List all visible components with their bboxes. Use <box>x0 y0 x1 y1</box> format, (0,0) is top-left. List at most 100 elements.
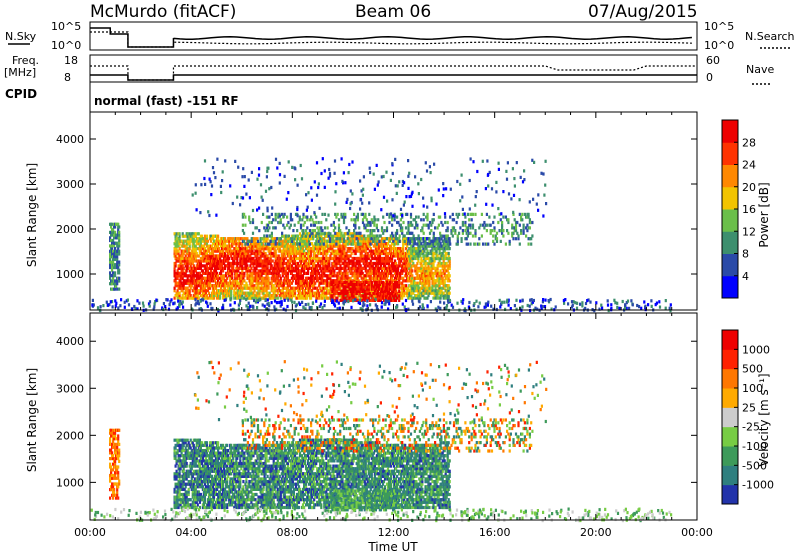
noise-search-label: N.Search <box>745 30 795 43</box>
echo-cell <box>449 257 451 260</box>
cpid-panel: CPID normal (fast) -151 RF <box>5 82 239 112</box>
echo-cell <box>281 232 283 235</box>
echo-cell <box>449 274 451 277</box>
echo-cell <box>232 279 234 282</box>
echo-cell <box>324 279 326 282</box>
echo-cell <box>371 281 373 284</box>
echo-cell <box>318 292 320 295</box>
echo-cell <box>373 267 375 270</box>
echo-cell <box>310 247 312 250</box>
noise-panel: N.Sky 10^5 10^0 10^5 10^0 N.Search <box>5 20 795 52</box>
echo-cell <box>239 242 241 245</box>
echo-cell <box>217 235 219 238</box>
echo-cell <box>287 221 289 224</box>
echo-cell <box>278 254 280 257</box>
echo-cell <box>188 274 190 277</box>
echo-cell <box>118 231 120 234</box>
echo-cell <box>118 250 120 253</box>
echo-cell <box>202 264 204 267</box>
echo-cell <box>243 279 245 282</box>
beam-title: Beam 06 <box>355 2 431 22</box>
echo-cell <box>254 237 256 240</box>
echo-cell <box>449 279 451 282</box>
echo-cell <box>331 294 333 297</box>
echo-cell <box>282 240 284 243</box>
echo-cell <box>299 243 301 246</box>
echo-cell <box>183 240 185 243</box>
echo-cell <box>187 232 189 235</box>
freq-right-tick-top: 60 <box>706 54 720 67</box>
cpid-label: CPID <box>5 87 37 101</box>
echo-cell <box>421 259 423 262</box>
echo-cell <box>336 267 338 270</box>
freq-panel: Freq. [MHz] 18 8 60 0 Nave <box>4 54 774 84</box>
echo-cell <box>338 292 340 295</box>
freq-left-tick-bottom: 8 <box>64 71 71 84</box>
echo-cell <box>179 292 181 295</box>
freq-label-2: [MHz] <box>4 66 36 79</box>
echo-cell <box>207 267 209 270</box>
echo-cell <box>350 277 352 280</box>
echo-cell <box>250 267 252 270</box>
echo-cell <box>275 226 277 229</box>
echo-cell <box>227 282 229 285</box>
echo-cell <box>320 252 322 255</box>
echo-cell <box>411 274 413 277</box>
echo-cell <box>354 283 356 286</box>
nave-label: Nave <box>746 63 774 76</box>
echo-cell <box>242 224 244 227</box>
echo-cell <box>277 297 279 300</box>
echo-cell <box>334 281 336 284</box>
echo-cell <box>118 269 120 272</box>
echo-cell <box>443 292 445 295</box>
echo-cell <box>339 264 341 267</box>
echo-cell <box>284 262 286 265</box>
echo-cell <box>268 221 270 224</box>
echo-cell <box>285 257 287 260</box>
echo-cell <box>258 229 260 232</box>
echo-cell <box>257 240 259 243</box>
echo-cell <box>272 240 274 243</box>
echo-cell <box>338 281 340 284</box>
echo-cell <box>273 284 275 287</box>
echo-cell <box>396 292 398 295</box>
echo-cell <box>244 216 246 219</box>
nave-trace <box>90 66 697 80</box>
echo-cell <box>436 284 438 287</box>
echo-cell <box>352 283 354 286</box>
freq-trace <box>90 75 697 80</box>
echo-cell <box>261 243 263 246</box>
cpid-value: normal (fast) -151 RF <box>94 94 239 108</box>
echo-cell <box>202 269 204 272</box>
echo-cell <box>362 254 364 257</box>
noise-sky-label: N.Sky <box>5 30 37 43</box>
echo-cell <box>244 224 246 227</box>
echo-cell <box>356 281 358 284</box>
echo-cell <box>415 294 417 297</box>
echo-cell <box>372 257 374 260</box>
echo-cell <box>368 281 370 284</box>
noise-right-tick-top: 10^5 <box>704 20 734 33</box>
echo-cell <box>116 288 118 291</box>
echo-cell <box>445 252 447 255</box>
freq-right-tick-bottom: 0 <box>706 71 713 84</box>
echo-cell <box>278 243 280 246</box>
echo-cell <box>118 261 120 264</box>
echo-cell <box>287 240 289 243</box>
echo-cell <box>392 262 394 265</box>
echo-cell <box>296 243 298 246</box>
echo-cell <box>266 234 268 237</box>
echo-cell <box>284 226 286 229</box>
echo-cell <box>347 290 349 293</box>
echo-cell <box>405 284 407 287</box>
echo-cell <box>286 216 288 219</box>
station-title: McMurdo (fitACF) <box>90 2 236 22</box>
echo-cell <box>334 274 336 277</box>
echo-cell <box>449 247 451 250</box>
echo-cell <box>226 277 228 280</box>
echo-cell <box>248 240 250 243</box>
echo-cell <box>398 290 400 293</box>
echo-cell <box>252 232 254 235</box>
echo-cell <box>256 226 258 229</box>
